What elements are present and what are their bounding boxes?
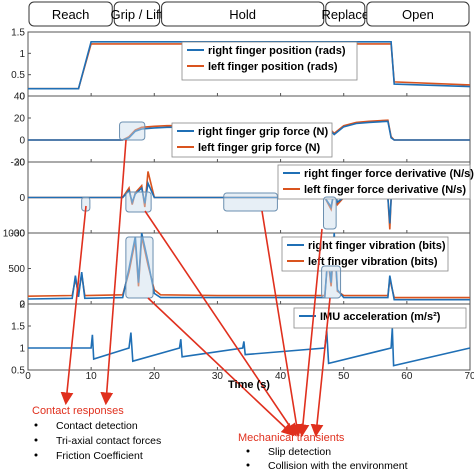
phase-label: Reach bbox=[52, 7, 90, 22]
x-tick-label: 10 bbox=[86, 371, 98, 382]
y-tick-label: 1.5 bbox=[11, 28, 25, 39]
y-tick-label: 0 bbox=[19, 193, 25, 204]
highlight-boxes bbox=[81, 121, 342, 299]
legend-label: left finger position (rads) bbox=[208, 61, 338, 73]
x-tick-label: 50 bbox=[338, 371, 350, 382]
y-tick-label: 500 bbox=[8, 264, 25, 275]
x-tick-label: 20 bbox=[149, 371, 161, 382]
legend-label: left finger grip force (N) bbox=[198, 142, 321, 154]
x-tick-labels: 0 10 20 30 40 50 60 70 bbox=[25, 371, 474, 382]
panel-vibration: 0 500 1000 right finger vibration (bits) lef… bbox=[3, 229, 471, 311]
series-line-imu-0 bbox=[28, 328, 471, 367]
phase-label: Grip / Lift bbox=[111, 7, 164, 22]
highlight-contact-force bbox=[119, 121, 146, 141]
mechanical-transients-annotation: Mechanical transients Slip detection Col… bbox=[238, 432, 408, 472]
y-tick-label: 1 bbox=[19, 344, 25, 355]
legend-box bbox=[293, 307, 467, 329]
highlight-transient-vibration bbox=[321, 265, 342, 299]
x-axis-label: Time (s) bbox=[228, 379, 270, 391]
legend-label: right finger grip force (N) bbox=[198, 126, 329, 138]
y-tick-label: 2 bbox=[19, 300, 25, 311]
y-tick-label: 1000 bbox=[3, 229, 26, 240]
phase-box bbox=[28, 1, 113, 27]
y-tick-label: 40 bbox=[14, 92, 26, 103]
arrow bbox=[144, 210, 297, 437]
x-tick-label: 70 bbox=[464, 371, 474, 382]
y-tick-label: 20 bbox=[14, 114, 26, 125]
y-tick-label: 0 bbox=[19, 136, 25, 147]
contact-heading: Contact responses bbox=[32, 405, 124, 417]
phase-bar: Reach Grip / Lift Hold Replace Open bbox=[28, 1, 470, 27]
contact-responses-annotation: Contact responses Contact detection Tri-… bbox=[32, 405, 161, 462]
legend-label: IMU acceleration (m/s²) bbox=[320, 311, 441, 323]
legend-box bbox=[181, 41, 358, 81]
legend-label: right finger force derivative (N/s) bbox=[304, 168, 474, 180]
legend-label: left finger force derivative (N/s) bbox=[304, 184, 466, 196]
y-tick-label: 1 bbox=[19, 49, 25, 60]
panel-derivative: -30 0 30 right finger force derivative (N/s… bbox=[11, 158, 474, 240]
phase-label: Replace bbox=[321, 7, 369, 22]
bullet-icon bbox=[34, 453, 38, 457]
x-tick-label: 60 bbox=[401, 371, 413, 382]
phase-box bbox=[366, 1, 470, 27]
y-tick-label: 30 bbox=[14, 158, 26, 169]
mechanical-item: Collision with the environment bbox=[268, 460, 408, 472]
legend-box bbox=[281, 236, 449, 272]
arrow bbox=[261, 210, 303, 438]
panel-force: -20 0 20 40 right finger grip force (N) left … bbox=[11, 92, 471, 169]
highlight-transient-derivative bbox=[223, 192, 278, 212]
phase-label: Hold bbox=[229, 7, 256, 22]
mechanical-item: Slip detection bbox=[268, 446, 331, 458]
y-tick-label: 0.5 bbox=[11, 70, 25, 81]
series-line-vibration-0 bbox=[27, 232, 470, 301]
phase-box bbox=[325, 1, 366, 27]
phase-box bbox=[113, 1, 161, 27]
x-tick-label: 30 bbox=[212, 371, 224, 382]
highlight-transient-derivative bbox=[323, 196, 337, 230]
contact-item: Friction Coefficient bbox=[56, 450, 143, 462]
highlight-transient-vibration bbox=[125, 236, 154, 299]
legend-label: right finger vibration (bits) bbox=[308, 240, 446, 252]
y-tick-label: -30 bbox=[11, 229, 26, 240]
legend-box bbox=[171, 122, 333, 158]
y-tick-label: -20 bbox=[11, 158, 26, 169]
bullet-icon bbox=[246, 463, 250, 467]
legend-box bbox=[277, 164, 471, 200]
arrow bbox=[60, 205, 87, 406]
contact-item: Contact detection bbox=[56, 420, 138, 432]
legend-label: right finger position (rads) bbox=[208, 45, 346, 57]
arrow bbox=[100, 139, 127, 406]
y-tick-label: 0.5 bbox=[11, 366, 25, 377]
bullet-icon bbox=[34, 438, 38, 442]
arrow bbox=[296, 228, 323, 438]
annotation-arrows bbox=[60, 139, 331, 438]
chart-panels: 0 0.5 1 1.5 right finger position (rads) left… bbox=[3, 28, 474, 377]
x-tick-label: 0 bbox=[25, 371, 31, 382]
panel-imu: 0.5 1 1.5 2 IMU acceleration (m/s²) bbox=[11, 300, 471, 377]
x-tick-label: 40 bbox=[275, 371, 287, 382]
y-tick-label: 0 bbox=[19, 92, 25, 103]
y-tick-label: 0 bbox=[19, 300, 25, 311]
contact-item: Tri-axial contact forces bbox=[56, 435, 161, 447]
legend-label: left finger vibration (bits) bbox=[308, 256, 438, 268]
bullet-icon bbox=[34, 423, 38, 427]
arrow bbox=[147, 297, 295, 437]
bullet-icon bbox=[246, 449, 250, 453]
phase-box bbox=[161, 1, 325, 27]
mechanical-heading: Mechanical transients bbox=[238, 432, 345, 444]
highlight-transient-derivative bbox=[125, 191, 152, 213]
phase-label: Open bbox=[402, 7, 434, 22]
series-line-derivative-0 bbox=[28, 180, 470, 224]
arrow bbox=[310, 297, 331, 438]
panel-position: 0 0.5 1 1.5 right finger position (rads) left… bbox=[11, 28, 471, 103]
y-tick-label: 1.5 bbox=[11, 322, 25, 333]
